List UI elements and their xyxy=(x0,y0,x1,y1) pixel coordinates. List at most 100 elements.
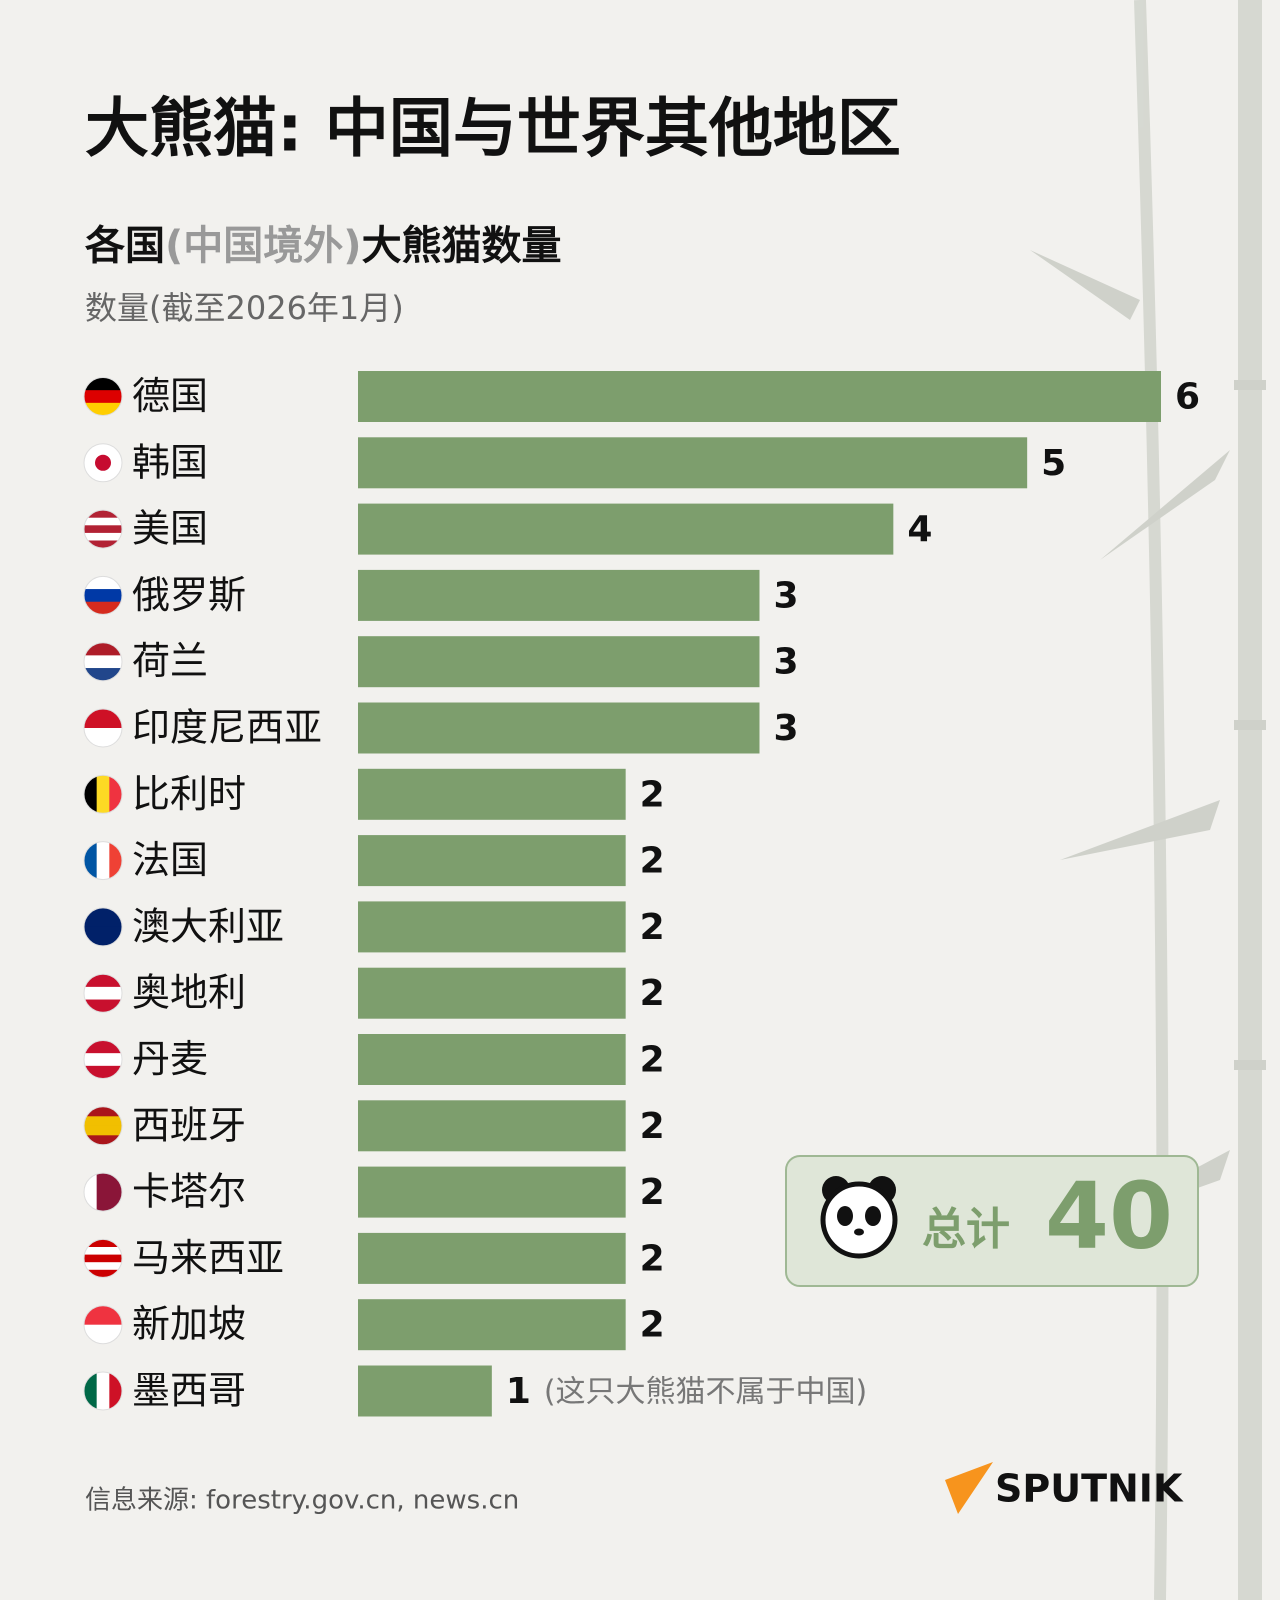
flag-border xyxy=(83,907,123,947)
annotation: (这只大熊猫不属于中国) xyxy=(544,1375,867,1410)
value-label: 2 xyxy=(640,1106,665,1147)
category-label: 荷兰 xyxy=(132,639,208,683)
category-label: 新加坡 xyxy=(132,1302,246,1346)
flag-stripe xyxy=(84,377,122,391)
flag-stripe xyxy=(84,986,122,1001)
bar xyxy=(358,967,626,1019)
flag-stripe xyxy=(84,1116,122,1127)
bar xyxy=(358,1365,492,1417)
flag xyxy=(84,510,122,549)
flag-stripe xyxy=(84,1135,122,1145)
brand: SPUTNIK xyxy=(995,1467,1184,1511)
flag xyxy=(84,1239,122,1278)
value-label: 3 xyxy=(774,642,799,683)
flag-stripe xyxy=(84,999,122,1013)
flag-stripe xyxy=(84,1372,98,1410)
flag-stripe xyxy=(84,1065,122,1079)
flag-stripe xyxy=(109,1372,122,1410)
bar xyxy=(358,1034,626,1085)
flag-emblem xyxy=(95,454,111,471)
flag xyxy=(84,642,122,681)
flag-border xyxy=(83,642,123,682)
flag-stripe xyxy=(84,532,122,541)
bar xyxy=(358,901,626,953)
value-label: 2 xyxy=(640,907,665,948)
flag-stripe xyxy=(84,841,98,880)
flag-border xyxy=(83,1040,123,1079)
bar xyxy=(358,835,626,887)
bar xyxy=(358,1232,626,1284)
flag-stripe xyxy=(84,655,122,669)
flag-stripe xyxy=(84,728,122,747)
flag-stripe xyxy=(84,402,122,416)
value-label: 3 xyxy=(774,708,799,749)
flag-stripe xyxy=(96,841,110,880)
flag-stripe xyxy=(84,601,122,615)
flag-border xyxy=(83,774,123,814)
bar xyxy=(358,371,1161,422)
flag-stripe xyxy=(84,390,122,404)
flag-stripe xyxy=(84,1125,122,1136)
flag-border xyxy=(83,1305,123,1345)
flag-border xyxy=(83,575,123,615)
bar xyxy=(358,437,1028,489)
flag-stripe xyxy=(84,540,122,549)
flag-stripe xyxy=(84,1262,122,1271)
flag-border xyxy=(83,708,123,748)
flag-border xyxy=(83,443,123,483)
bar xyxy=(358,636,760,688)
flag-stripe xyxy=(84,1254,122,1263)
flag-stripe xyxy=(96,775,110,814)
value-label: 4 xyxy=(907,509,932,550)
flag xyxy=(84,1040,122,1079)
value-label: 2 xyxy=(640,1238,665,1279)
flag-stripe xyxy=(84,668,122,681)
flag-stripe xyxy=(109,1173,122,1212)
value-label: 2 xyxy=(640,1172,665,1213)
flag xyxy=(84,443,122,482)
bar xyxy=(358,503,894,555)
brand-logo xyxy=(945,1462,993,1514)
flag-stripe xyxy=(84,1247,122,1256)
flag xyxy=(84,974,122,1013)
flag xyxy=(84,576,122,615)
source: 信息来源: forestry.gov.cn, news.cn xyxy=(85,1486,519,1516)
flag xyxy=(84,907,122,946)
total-label: 总计 xyxy=(922,1204,1010,1255)
panda-icon xyxy=(820,1176,898,1259)
category-label: 比利时 xyxy=(132,772,246,816)
chart-title: 大熊猫: 中国与世界其他地区 xyxy=(85,93,901,167)
flag xyxy=(84,1106,122,1145)
category-label: 俄罗斯 xyxy=(132,573,246,617)
flag-stripe xyxy=(84,926,122,946)
flag-border xyxy=(83,1371,123,1411)
flag-stripe xyxy=(84,576,122,590)
flag-stripe xyxy=(84,775,98,814)
flag xyxy=(84,1305,122,1344)
category-label: 墨西哥 xyxy=(132,1369,246,1413)
flag-border xyxy=(83,377,123,416)
flag-border xyxy=(83,973,123,1013)
category-label: 美国 xyxy=(132,507,208,551)
flag-stripe xyxy=(109,841,122,880)
total-value: 40 xyxy=(1045,1162,1173,1269)
flag-stripe xyxy=(84,709,122,729)
subtitle: 各国(中国境外)大熊猫数量 xyxy=(85,223,562,269)
value-label: 2 xyxy=(640,841,665,882)
category-label: 奥地利 xyxy=(132,971,246,1015)
value-label: 5 xyxy=(1041,443,1066,484)
value-label: 2 xyxy=(640,774,665,815)
flag-stripe xyxy=(84,907,122,928)
bamboo-decoration xyxy=(1030,0,1266,1600)
flag-border xyxy=(83,1106,123,1146)
flag xyxy=(84,709,122,747)
axis-label: 数量(截至2026年1月) xyxy=(85,289,404,327)
subtitle-part: 大熊猫数量 xyxy=(362,223,562,269)
flag-stripe xyxy=(84,517,122,526)
flag-stripe xyxy=(109,775,122,814)
flag-stripe xyxy=(84,1053,122,1067)
category-label: 印度尼西亚 xyxy=(132,706,322,750)
value-label: 1 xyxy=(506,1371,531,1412)
